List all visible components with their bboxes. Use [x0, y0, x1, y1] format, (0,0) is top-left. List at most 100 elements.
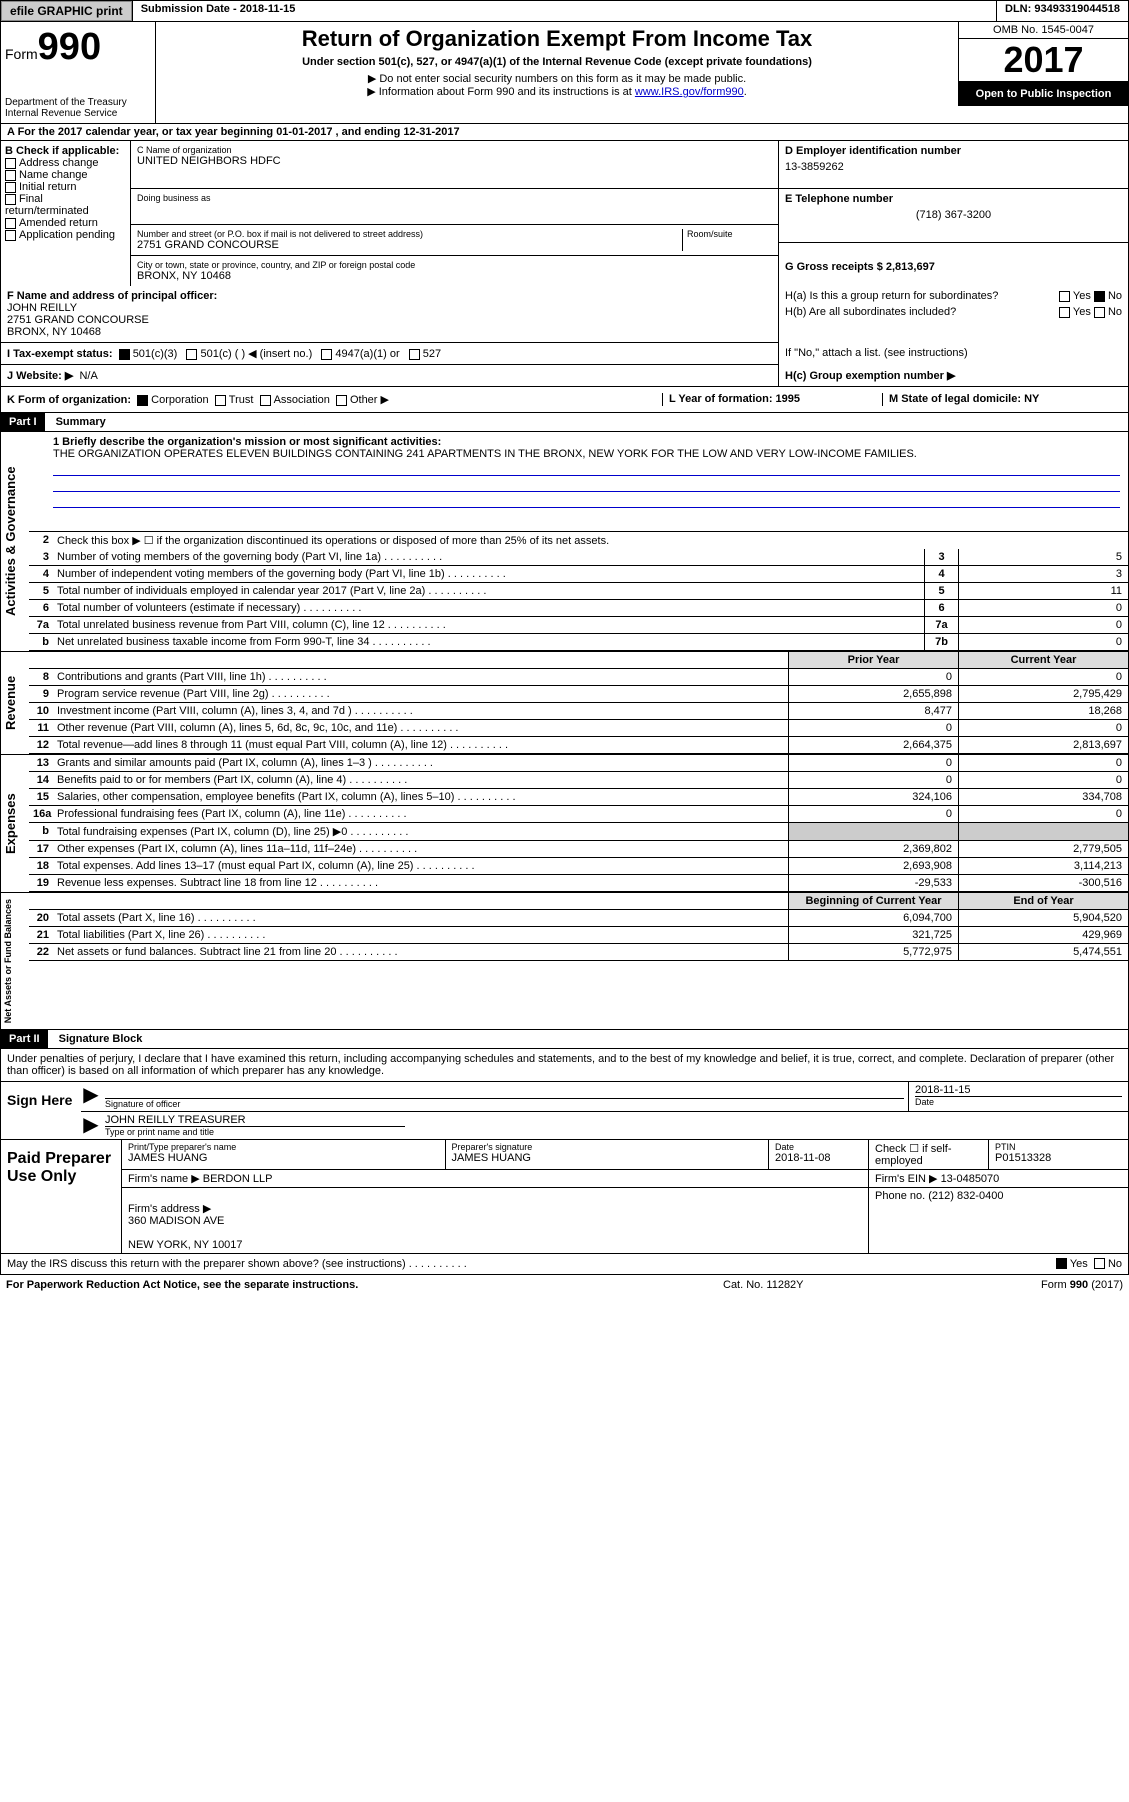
- line-num: 18: [29, 858, 53, 874]
- chk-hb-yes[interactable]: [1059, 307, 1070, 318]
- topbar: efile GRAPHIC print Submission Date - 20…: [0, 0, 1129, 22]
- firm-name: BERDON LLP: [203, 1173, 273, 1185]
- summary-line: 3 Number of voting members of the govern…: [29, 549, 1128, 566]
- current-year-value: 2,779,505: [958, 841, 1128, 857]
- e-phone-label: E Telephone number: [785, 193, 1122, 205]
- paid-preparer-label: Paid Preparer Use Only: [1, 1140, 121, 1253]
- chk-pending[interactable]: [5, 230, 16, 241]
- line-text: Total assets (Part X, line 16): [53, 910, 788, 926]
- line-text: Other expenses (Part IX, column (A), lin…: [53, 841, 788, 857]
- opt-pending: Application pending: [19, 229, 115, 241]
- chk-initial[interactable]: [5, 182, 16, 193]
- prior-year-value: 2,655,898: [788, 686, 958, 702]
- line-text: Total liabilities (Part X, line 26): [53, 927, 788, 943]
- opt-4947: 4947(a)(1) or: [335, 348, 399, 360]
- summary-line: 18 Total expenses. Add lines 13–17 (must…: [29, 858, 1128, 875]
- firm-phone: (212) 832-0400: [928, 1190, 1003, 1202]
- line-box: 7b: [924, 634, 958, 650]
- chk-527[interactable]: [409, 349, 420, 360]
- line-text: Total fundraising expenses (Part IX, col…: [53, 823, 788, 840]
- q1-label: 1 Briefly describe the organization's mi…: [53, 436, 441, 448]
- summary-line: 6 Total number of volunteers (estimate i…: [29, 600, 1128, 617]
- dba-label: Doing business as: [137, 193, 772, 203]
- part1-badge: Part I: [1, 413, 45, 431]
- firm-addr-label: Firm's address ▶: [128, 1203, 211, 1215]
- current-year-value: 2,813,697: [958, 737, 1128, 753]
- line-text: Number of independent voting members of …: [53, 566, 924, 582]
- line-text: Benefits paid to or for members (Part IX…: [53, 772, 788, 788]
- line-box: 3: [924, 549, 958, 565]
- line-num: 14: [29, 772, 53, 788]
- current-year-value: 0: [958, 772, 1128, 788]
- py-header: Prior Year: [788, 652, 958, 668]
- block-i-h2: I Tax-exempt status: 501(c)(3) 501(c) ( …: [0, 343, 1129, 365]
- chk-amended[interactable]: [5, 218, 16, 229]
- current-year-value: 5,904,520: [958, 910, 1128, 926]
- part1-header-row: Part I Summary: [0, 413, 1129, 432]
- prior-year-value: 0: [788, 669, 958, 685]
- sig-date-value: 2018-11-15: [915, 1084, 1122, 1096]
- line-text: Total unrelated business revenue from Pa…: [53, 617, 924, 633]
- chk-trust[interactable]: [215, 395, 226, 406]
- opt-final: Final return/terminated: [5, 193, 89, 217]
- chk-hb-no[interactable]: [1094, 307, 1105, 318]
- current-year-value: 0: [958, 720, 1128, 736]
- chk-address-change[interactable]: [5, 158, 16, 169]
- chk-discuss-no[interactable]: [1094, 1258, 1105, 1269]
- chk-ha-no[interactable]: [1094, 291, 1105, 302]
- current-year-value: 0: [958, 806, 1128, 822]
- summary-line: 8 Contributions and grants (Part VIII, l…: [29, 669, 1128, 686]
- line-num: 4: [29, 566, 53, 582]
- summary-line: 11 Other revenue (Part VIII, column (A),…: [29, 720, 1128, 737]
- irs-link[interactable]: www.IRS.gov/form990: [635, 86, 744, 98]
- expenses-block: Expenses 13 Grants and similar amounts p…: [0, 755, 1129, 893]
- line-value: 11: [958, 583, 1128, 599]
- chk-final[interactable]: [5, 194, 16, 205]
- firm-name-label: Firm's name ▶: [128, 1173, 200, 1185]
- cat-no: Cat. No. 11282Y: [723, 1279, 923, 1291]
- chk-other[interactable]: [336, 395, 347, 406]
- cy-header: Current Year: [958, 652, 1128, 668]
- line-num: 8: [29, 669, 53, 685]
- line-text: Professional fundraising fees (Part IX, …: [53, 806, 788, 822]
- line-num: 11: [29, 720, 53, 736]
- line-num: 20: [29, 910, 53, 926]
- discuss-text: May the IRS discuss this return with the…: [7, 1258, 1056, 1270]
- line-num: 5: [29, 583, 53, 599]
- chk-4947[interactable]: [321, 349, 332, 360]
- mission-blank-3: [53, 492, 1120, 508]
- prior-year-value: 0: [788, 755, 958, 771]
- chk-ha-yes[interactable]: [1059, 291, 1070, 302]
- chk-discuss-yes[interactable]: [1056, 1258, 1067, 1269]
- summary-line: 12 Total revenue—add lines 8 through 11 …: [29, 737, 1128, 754]
- open-inspection: Open to Public Inspection: [958, 82, 1128, 106]
- note-ssn: ▶ Do not enter social security numbers o…: [164, 72, 950, 85]
- line-text: Total expenses. Add lines 13–17 (must eq…: [53, 858, 788, 874]
- line-num: 12: [29, 737, 53, 753]
- prior-year-value: 324,106: [788, 789, 958, 805]
- prior-year-value: 2,369,802: [788, 841, 958, 857]
- efile-print-button[interactable]: efile GRAPHIC print: [1, 1, 132, 21]
- prep-date: 2018-11-08: [775, 1152, 862, 1164]
- opt-address: Address change: [19, 157, 99, 169]
- line-value: 5: [958, 549, 1128, 565]
- note-pre: ▶ Information about Form 990 and its ins…: [367, 86, 635, 98]
- chk-name-change[interactable]: [5, 170, 16, 181]
- arrow-icon: ▶: [81, 1082, 101, 1111]
- chk-assoc[interactable]: [260, 395, 271, 406]
- opt-corp: Corporation: [151, 394, 208, 406]
- opt-trust: Trust: [229, 394, 254, 406]
- summary-line: 19 Revenue less expenses. Subtract line …: [29, 875, 1128, 892]
- chk-corp[interactable]: [137, 395, 148, 406]
- part2-title: Signature Block: [51, 1030, 151, 1048]
- line-value: 0: [958, 600, 1128, 616]
- chk-501c[interactable]: [186, 349, 197, 360]
- form-title: Return of Organization Exempt From Incom…: [164, 26, 950, 52]
- line-num: b: [29, 823, 53, 840]
- summary-line: 16a Professional fundraising fees (Part …: [29, 806, 1128, 823]
- current-year-value: 0: [958, 755, 1128, 771]
- opt-name: Name change: [19, 169, 88, 181]
- chk-501c3[interactable]: [119, 349, 130, 360]
- dln: DLN: 93493319044518: [996, 1, 1128, 21]
- sig-officer-label: Signature of officer: [105, 1098, 904, 1109]
